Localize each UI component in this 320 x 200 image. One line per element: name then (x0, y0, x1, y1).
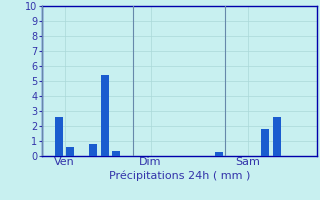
Bar (101, 75, 109, 156)
Bar (215, 152, 223, 156)
Bar (55, 117, 63, 156)
Bar (66, 147, 74, 156)
Bar (273, 117, 281, 156)
X-axis label: Précipitations 24h ( mm ): Précipitations 24h ( mm ) (108, 170, 250, 181)
Bar (89, 144, 97, 156)
Bar (261, 129, 269, 156)
Bar (112, 151, 120, 156)
